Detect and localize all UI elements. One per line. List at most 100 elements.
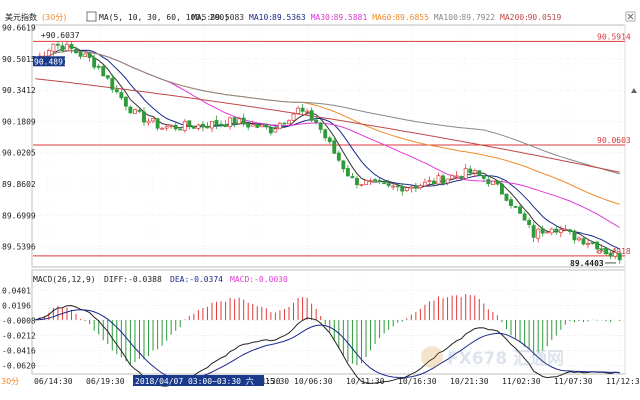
- candle-body: [586, 243, 590, 245]
- x-tick: 11/02:30: [502, 377, 541, 386]
- candle-body: [450, 175, 455, 180]
- candle-body: [477, 170, 482, 176]
- candle-body: [418, 185, 423, 188]
- watermark: FX678 汇通网: [421, 346, 564, 369]
- candle-body: [345, 168, 350, 177]
- price-y-tick: 90.1809: [2, 117, 36, 126]
- candle-body: [268, 127, 273, 134]
- candle-body: [350, 176, 355, 179]
- price-y-tick: 90.0205: [2, 149, 36, 158]
- candle-body: [87, 53, 92, 58]
- candlesticks: [33, 40, 622, 264]
- candle-body: [160, 127, 165, 130]
- macd-y-tick: 0.0401: [2, 286, 31, 295]
- candle-body: [341, 160, 346, 170]
- candle-body: [232, 117, 237, 125]
- close-icon[interactable]: [625, 11, 636, 22]
- candle-body: [74, 49, 78, 54]
- ma-legend-value: 89.5083: [210, 13, 244, 22]
- bottom-period-label: 30分: [1, 377, 19, 386]
- candle-body: [255, 123, 260, 128]
- candle-body: [617, 252, 622, 261]
- candle-body: [531, 225, 536, 238]
- candle-body: [604, 247, 609, 255]
- macd-dea: DEA:-0.0374: [170, 275, 223, 284]
- candle-body: [123, 96, 128, 107]
- candle-body: [327, 137, 332, 143]
- arrow-up-icon[interactable]: [631, 88, 637, 93]
- macd-title: MACD(26,12,9): [33, 275, 96, 284]
- candle-body: [273, 128, 278, 133]
- candle-body: [409, 186, 414, 189]
- macd-y-axis: 0.0401 0.0196 -0.0008 -0.0212 -0.0416 -0.0620: [2, 286, 36, 370]
- candle-body: [554, 228, 559, 233]
- candle-body: [187, 120, 192, 127]
- candle-body: [309, 110, 314, 121]
- candle-body: [214, 120, 219, 126]
- candle-body: [69, 44, 74, 49]
- ma-legend-item: MA60:: [372, 13, 396, 22]
- candle-body: [382, 182, 387, 185]
- candle-body: [513, 206, 518, 208]
- candle-body: [210, 121, 214, 129]
- candle-body: [277, 123, 282, 130]
- candle-body: [55, 43, 60, 46]
- candle-body: [581, 238, 586, 245]
- x-tick: 10/21:30: [450, 377, 489, 386]
- candle-body: [504, 193, 509, 201]
- ma-legend-value: 90.0519: [528, 13, 562, 22]
- candle-body: [114, 89, 119, 93]
- macd-diff: DIFF:-0.0388: [104, 275, 162, 284]
- candle-body: [287, 120, 291, 125]
- candle-body: [332, 140, 337, 154]
- macd-dea-line: [35, 309, 620, 381]
- candle-body: [164, 126, 169, 129]
- candle-body: [318, 122, 323, 130]
- macd-grid: [32, 272, 625, 373]
- ma-legend-item: MA5:: [192, 13, 211, 22]
- x-tick: 10/16:30: [398, 377, 437, 386]
- candle-body: [133, 109, 137, 115]
- candle-body: [468, 168, 473, 174]
- candle-body: [522, 213, 527, 221]
- candle-body: [427, 180, 432, 182]
- candle-body: [364, 180, 368, 186]
- ma-legend-value: 89.7922: [461, 13, 495, 22]
- candle-body: [228, 117, 233, 128]
- x-tick: 10/11:30: [346, 377, 385, 386]
- ma-header: MA(5, 10, 30, 60, 100, 200): [99, 13, 229, 22]
- candle-body: [101, 66, 106, 77]
- candle-body: [577, 237, 581, 241]
- candle-body: [545, 231, 550, 234]
- low-label: 89.4403: [570, 259, 604, 268]
- macd-header: MACD(26,12,9) DIFF:-0.0388 DEA:-0.0374 M…: [33, 275, 288, 284]
- candle-body: [146, 120, 151, 124]
- macd-value: MACD:-0.0030: [230, 275, 288, 284]
- candle-body: [567, 229, 572, 232]
- price-y-tick: 90.5015: [2, 55, 36, 64]
- candle-body: [83, 53, 88, 57]
- x-tick: 11/07:30: [554, 377, 593, 386]
- candle-body: [540, 228, 545, 234]
- candle-body: [182, 121, 187, 131]
- candle-body: [173, 124, 178, 130]
- cursor-price-box: [33, 56, 65, 67]
- ma-legend-item: MA10:: [249, 13, 273, 22]
- candle-body: [237, 118, 242, 124]
- ma-line: [35, 78, 620, 173]
- candle-body: [490, 180, 495, 186]
- candle-body: [205, 125, 210, 129]
- candle-body: [613, 252, 618, 257]
- candle-body: [599, 248, 604, 251]
- candle-body: [377, 180, 382, 183]
- candle-body: [105, 75, 110, 79]
- candle-body: [296, 107, 300, 114]
- candle-body: [486, 179, 491, 185]
- candle-body: [246, 123, 251, 128]
- candle-body: [282, 122, 287, 125]
- candle-body: [250, 124, 255, 127]
- candle-body: [314, 119, 319, 123]
- checkbox-icon[interactable]: [86, 11, 97, 22]
- ma-legend: MA5: 89.5083 MA10:89.5363 MA30:89.5881 MA60:…: [192, 13, 561, 22]
- price-y-tick: 89.6999: [2, 211, 36, 220]
